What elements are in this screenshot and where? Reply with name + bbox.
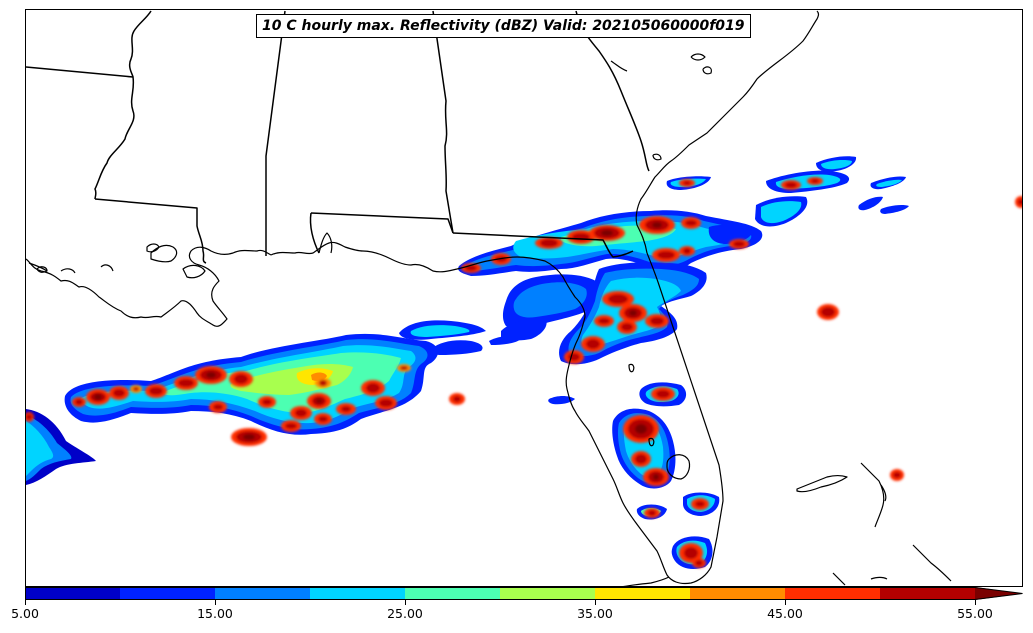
border-ga-fl: [452, 232, 634, 258]
colorbar-bin-0: [25, 587, 121, 600]
storm-west-edge: [26, 409, 96, 485]
colorbar-bin-9: [880, 587, 976, 600]
colorbar-tick: [25, 600, 26, 605]
colorbar-tick-label: 45.00: [767, 606, 803, 621]
coast-ms-al: [270, 241, 458, 273]
colorbar-bin-5: [500, 587, 596, 600]
colorbar-extend-arrow: [975, 587, 1023, 600]
coast-bahamas-abaco: [860, 462, 885, 528]
colorbar-outline: [25, 587, 1023, 600]
colorbar-bin-2: [215, 587, 311, 600]
coast-atlantic-ga: [635, 10, 820, 254]
coast-marsh-1: [60, 268, 76, 274]
coast-nc-sound: [690, 53, 706, 61]
colorbar-bin-8: [785, 587, 881, 600]
coast-louisiana: [26, 246, 272, 327]
coast-marsh-2: [100, 264, 114, 272]
storm-cores: [26, 177, 1022, 568]
chart-title: 10 C hourly max. Reflectivity (dBZ) Vali…: [256, 14, 751, 38]
colorbar-tick-label: 35.00: [577, 606, 613, 621]
coast-bahamas-eleuthera: [880, 484, 887, 502]
colorbar-bin-4: [405, 587, 501, 600]
storm-block-north-florida: [501, 274, 599, 341]
coast-louisiana-inner: [150, 244, 178, 263]
reflectivity-map: [26, 10, 1022, 586]
cores-peninsula: [564, 291, 709, 568]
reflectivity-layer: [26, 156, 1022, 569]
border-ms-river: [94, 10, 152, 200]
cores-gulf: [26, 364, 465, 446]
border-ga-sc: [575, 10, 650, 172]
coast-outer-banks-1: [610, 60, 628, 72]
coast-louisiana-bay: [182, 264, 206, 279]
coast-florida-keys: [623, 576, 670, 586]
colorbar-tick: [785, 600, 786, 605]
colorbar-bin-6: [595, 587, 691, 600]
lake-pontchartrain: [146, 243, 160, 253]
border-al-ga: [432, 10, 454, 234]
colorbar-tick-label: 55.00: [957, 606, 993, 621]
border-ms-al: [265, 10, 286, 256]
colorbar-tick: [975, 600, 976, 605]
colorbar-tick: [405, 600, 406, 605]
colorbar-tick: [215, 600, 216, 605]
colorbar-bin-3: [310, 587, 406, 600]
coast-bahamas-small: [832, 572, 846, 586]
border-al-fl: [310, 212, 454, 234]
colorbar-bin-7: [690, 587, 786, 600]
lake-west-la: [36, 266, 48, 273]
coast-bahamas-cuba: [870, 576, 888, 580]
border-ar-la: [26, 66, 134, 78]
state-borders: [26, 10, 650, 264]
colorbar-bin-1: [120, 587, 216, 600]
coast-panhandle: [456, 252, 724, 585]
colorbar-tick-label: 5.00: [11, 606, 39, 621]
coastlines: [26, 10, 952, 586]
colorbar-tick: [595, 600, 596, 605]
coast-marsh-3: [28, 262, 48, 272]
lake-central-fl: [648, 437, 655, 447]
lake-tampa-bay: [628, 363, 635, 373]
coast-nc-island: [702, 66, 712, 75]
colorbar: [25, 587, 1023, 600]
lake-georgia: [652, 153, 662, 161]
border-al-fl-west: [309, 212, 320, 254]
map-panel: [25, 9, 1023, 587]
cores-panhandle: [461, 177, 1022, 481]
coast-bahamas-grand: [796, 474, 848, 493]
colorbar-tick-label: 15.00: [197, 606, 233, 621]
colorbar-tick-label: 25.00: [387, 606, 423, 621]
coast-mobile-bay: [318, 232, 333, 254]
lake-okeechobee: [666, 454, 691, 480]
coast-bahamas-andros: [912, 544, 952, 582]
border-la-ms-east: [94, 198, 207, 264]
